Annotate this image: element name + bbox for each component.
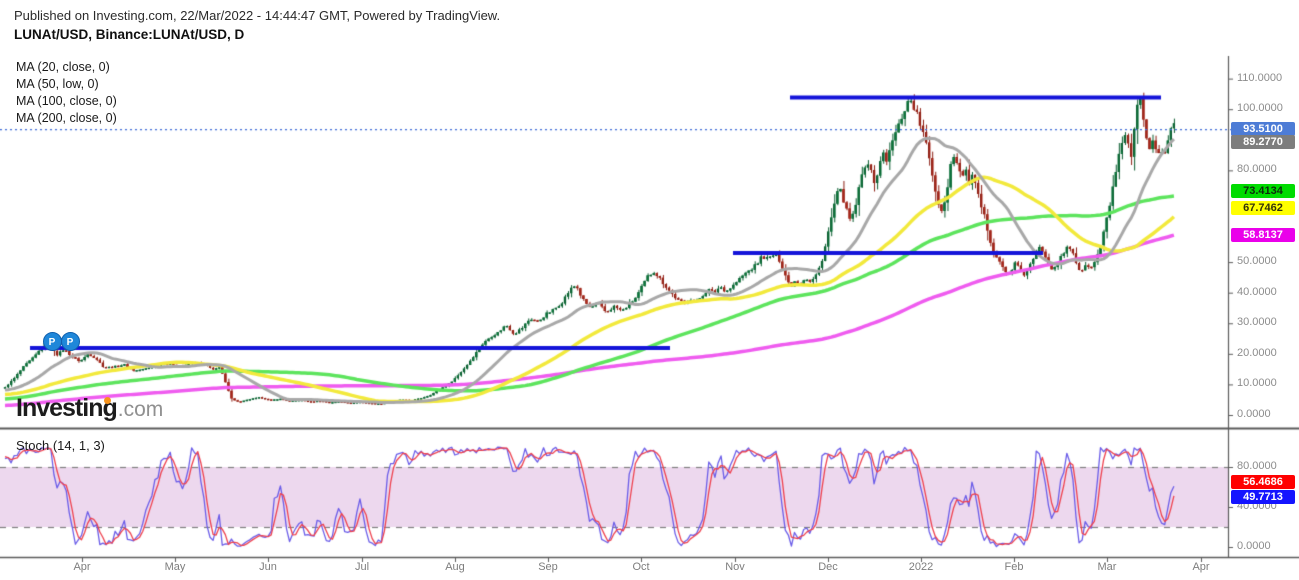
price-badge: 89.2770 [1231,134,1295,149]
month-label: Apr [73,561,91,573]
price-badge: 73.4134 [1231,183,1295,198]
price-tick-label: 100.0000 [1237,102,1283,115]
ma-50-label[interactable]: MA (50, low, 0) [16,77,99,91]
ma-100-label[interactable]: MA (100, close, 0) [16,94,117,108]
month-label: Apr [1192,561,1210,573]
month-label: Aug [445,561,465,573]
month-label: Sep [538,561,558,573]
month-label: May [164,561,186,573]
price-tick-label: 20.0000 [1237,346,1277,359]
price-tick-label: 110.0000 [1237,71,1283,84]
price-tick-label: 40.0000 [1237,285,1277,298]
symbol-title: LUNAt/USD, Binance:LUNAt/USD, D [14,27,245,42]
stoch-tick-label: 80.0000 [1237,460,1277,472]
pivot-marker[interactable]: P [42,331,62,351]
month-label: Mar [1097,561,1117,573]
month-label: Dec [818,561,838,573]
price-tick-label: 50.0000 [1237,255,1277,268]
price-tick-label: 30.0000 [1237,316,1277,329]
logo-orange-dot [104,397,111,404]
ma-legend: MA (20, close, 0) MA (50, low, 0) MA (10… [16,59,117,127]
investing-logo-text: Investing [16,394,118,422]
price-tick-label: 0.0000 [1237,408,1271,420]
ma-20-label[interactable]: MA (20, close, 0) [16,60,110,74]
price-badge: 58.8137 [1231,228,1295,243]
month-label: Oct [632,561,650,573]
month-label: Nov [725,561,745,573]
price-tick-label: 10.0000 [1237,377,1277,390]
logo-com-text: .com [117,398,164,421]
ma-200-label[interactable]: MA (200, close, 0) [16,111,117,125]
investing-watermark: Investing .com [16,394,163,423]
month-label: Jun [259,561,277,573]
stoch-label[interactable]: Stoch (14, 1, 3) [16,438,105,453]
price-badge: 93.5100 [1231,122,1295,137]
month-label: 2022 [908,561,934,573]
published-line: Published on Investing.com, 22/Mar/2022 … [14,8,501,23]
price-badge: 67.7462 [1231,200,1295,215]
month-label: Feb [1004,561,1024,573]
stoch-badge: 56.4686 [1231,475,1295,490]
month-label: Jul [354,561,370,573]
stoch-tick-label: 0.0000 [1237,540,1271,552]
price-tick-label: 80.0000 [1237,163,1277,176]
stoch-badge: 49.7713 [1231,490,1295,505]
pivot-marker[interactable]: P [60,331,80,351]
